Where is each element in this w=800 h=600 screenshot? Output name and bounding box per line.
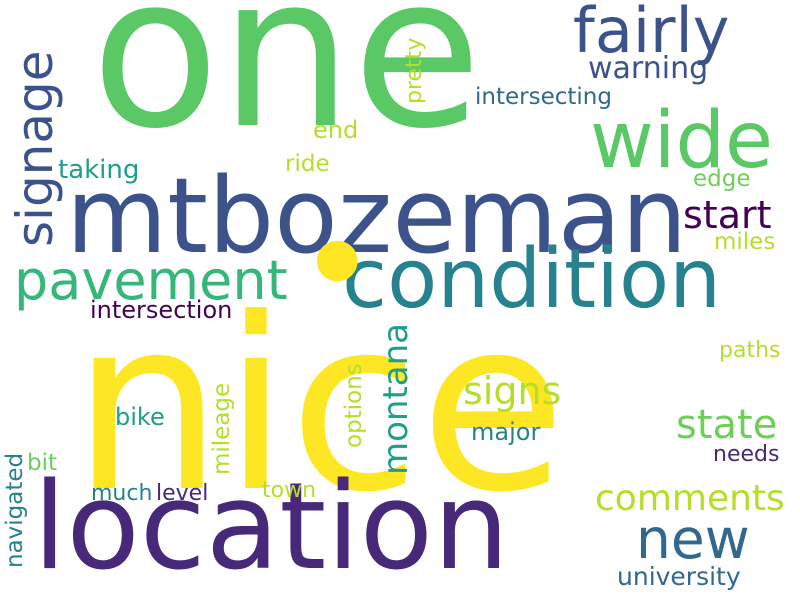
word-end: end [313,116,359,144]
word-bit: bit [27,450,58,476]
word-signage: signage [6,50,64,247]
word-much: much [91,481,153,506]
word-miles: miles [714,229,776,255]
word-mtbozeman: mtbozeman [66,155,688,277]
word-major: major [471,418,541,446]
word-town: town [262,478,317,503]
word-bike: bike [115,403,165,431]
word-wide: wide [590,96,773,186]
word-state: state [676,402,778,448]
word-fairly: fairly [573,0,730,67]
word-mileage: mileage [209,382,235,475]
word-dot: • [296,184,379,347]
word-location: location [33,458,510,597]
word-intersection: intersection [90,296,233,324]
word-level: level [156,481,209,506]
word-montana: montana [376,322,416,475]
word-needs: needs [713,442,780,467]
word-edge: edge [693,166,751,192]
word-pretty: pretty [402,37,427,104]
word-university: university [617,562,741,591]
word-signs: signs [463,369,562,413]
word-taking: taking [58,155,140,185]
word-one: one [91,0,482,175]
word-warning: warning [588,51,709,86]
word-ride: ride [285,151,330,177]
word-intersecting: intersecting [475,84,612,110]
word-navigated: navigated [2,452,28,568]
word-comments: comments [595,478,785,519]
word-pavement: pavement [14,249,288,312]
word-condition: condition [342,232,722,327]
word-start: start [683,193,772,237]
word-options: options [341,363,367,448]
word-nice: nice [72,268,567,545]
word-new: new [636,507,750,571]
word-paths: paths [719,338,781,363]
